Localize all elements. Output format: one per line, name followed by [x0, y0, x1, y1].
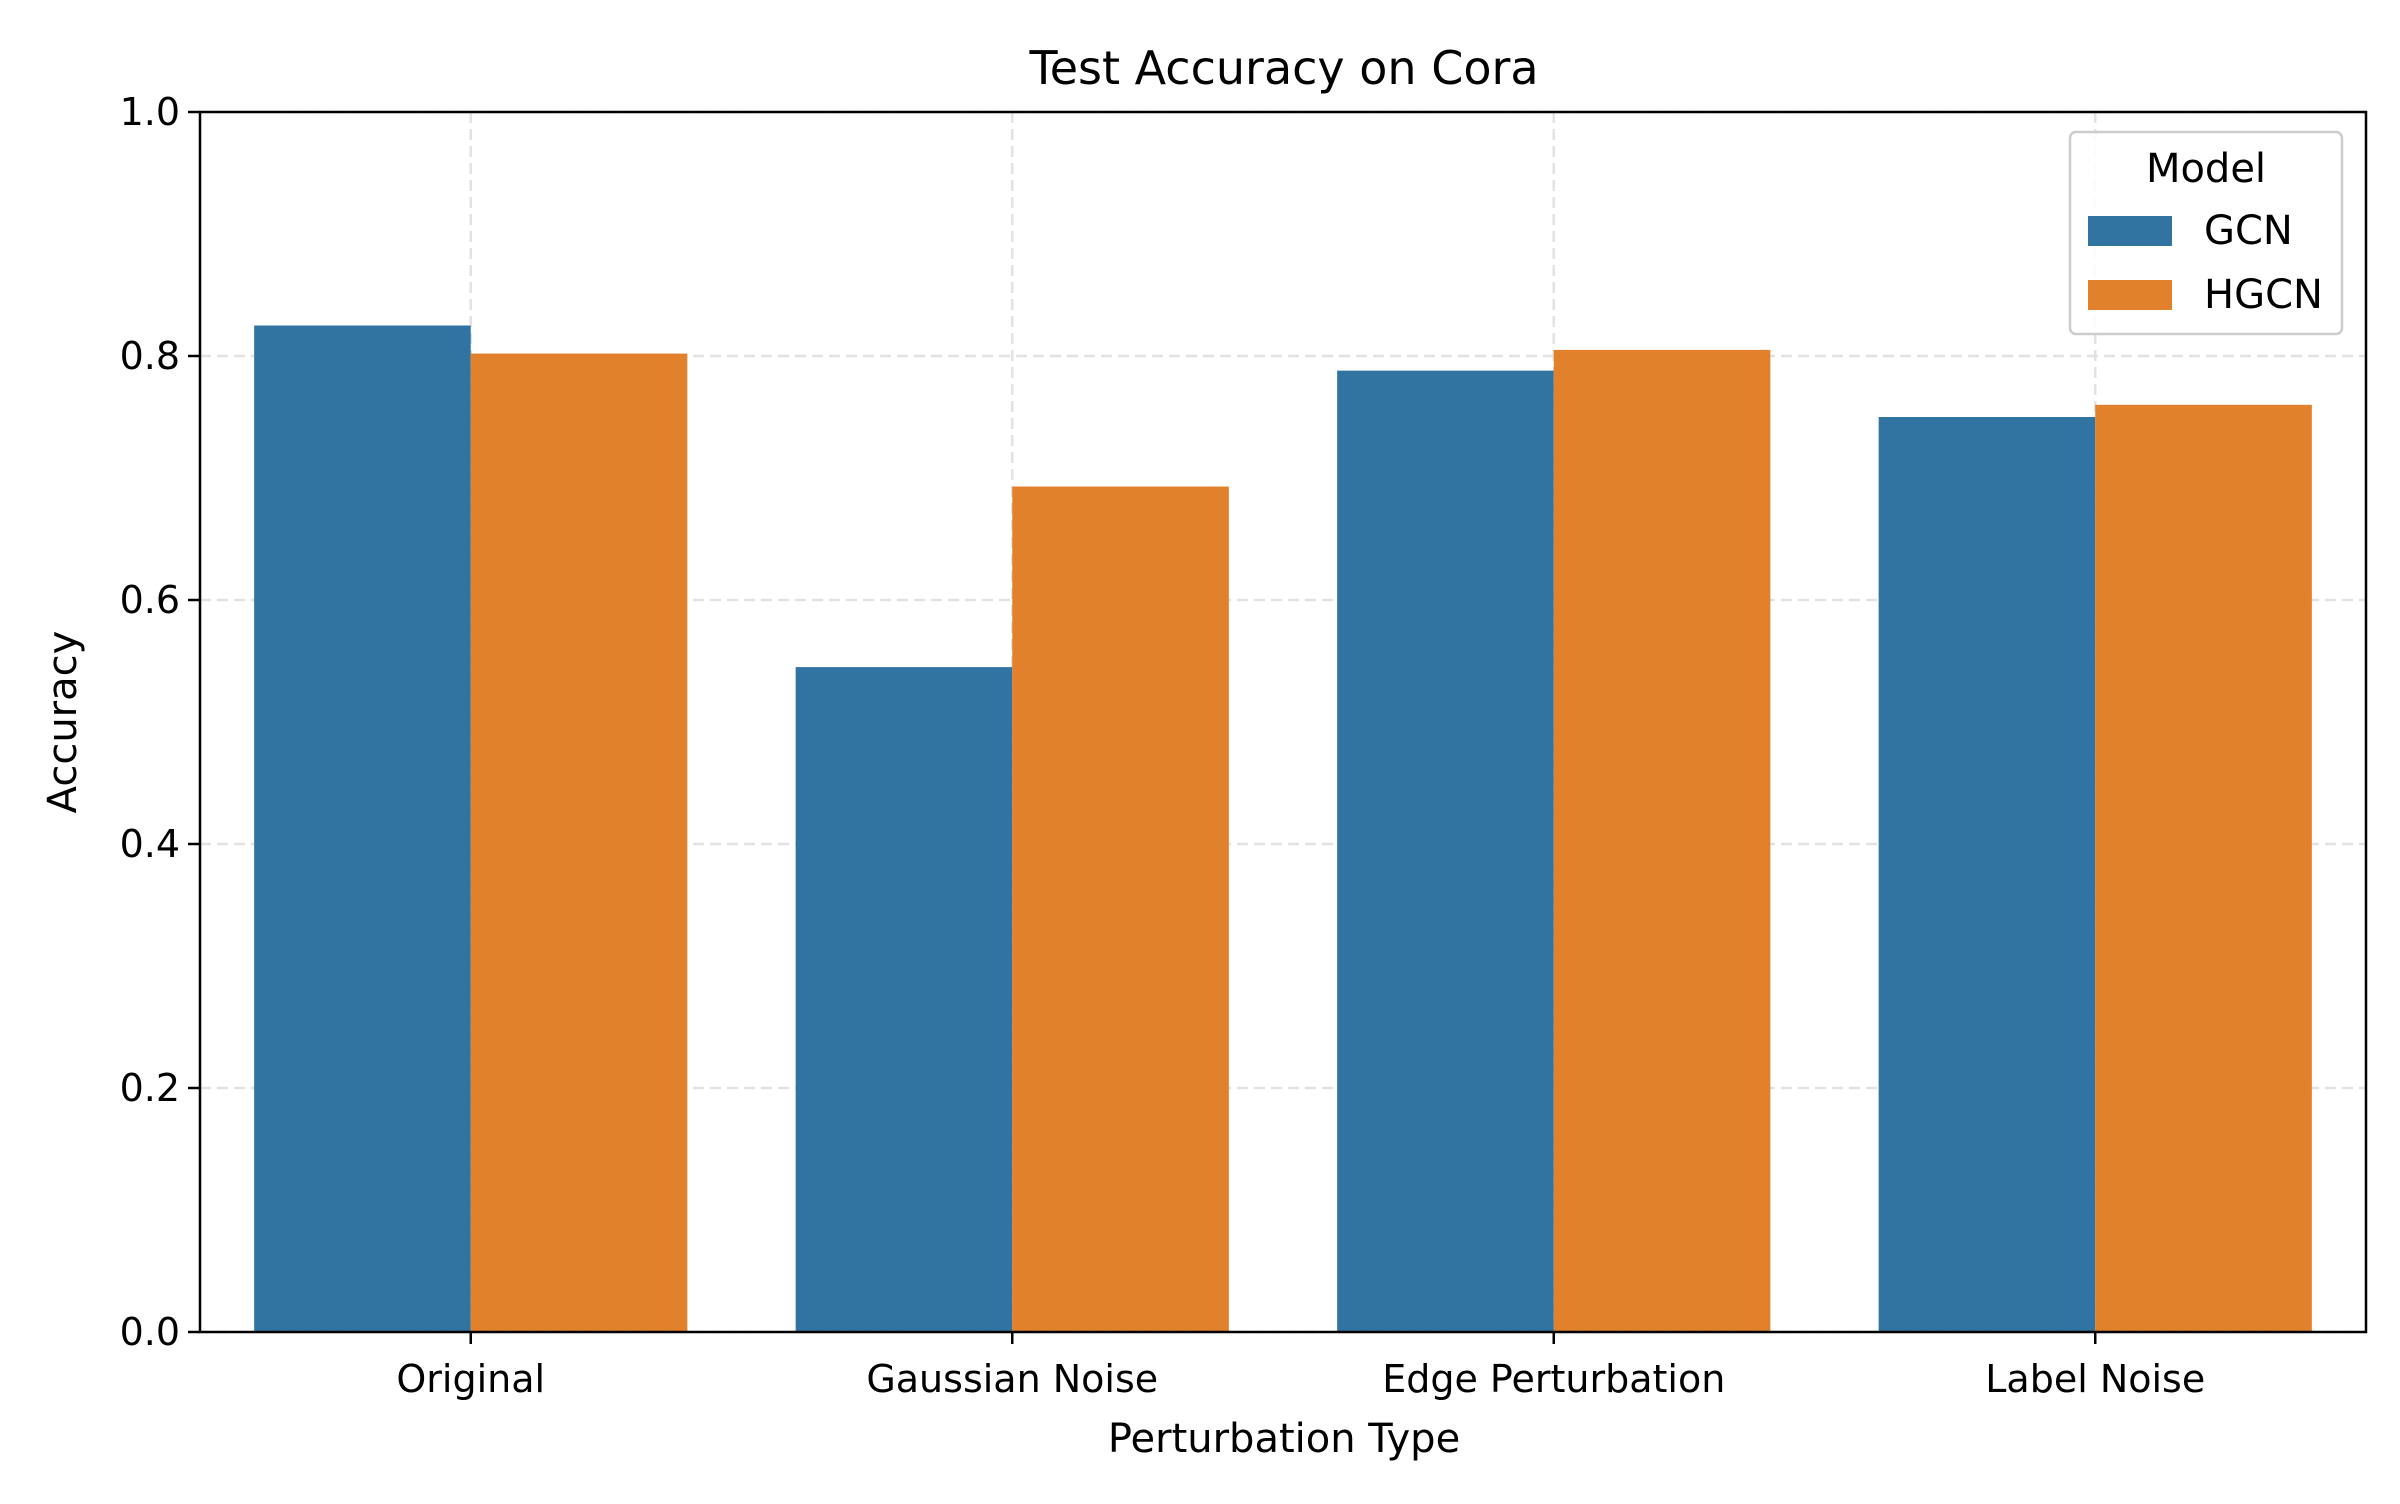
- x-tick-label: Label Noise: [1985, 1357, 2205, 1401]
- bar-gcn-0: [254, 325, 471, 1332]
- y-axis-label: Accuracy: [40, 631, 86, 814]
- axes: 0.0 0.2 0.4 0.6 0.8 1.0 Original Gaussian Noise…: [120, 90, 2368, 1401]
- bar-hgcn-2: [1553, 349, 1771, 1332]
- x-tick-label: Edge Perturbation: [1382, 1357, 1725, 1401]
- bar-gcn-1: [795, 667, 1013, 1332]
- legend-swatch-hgcn: [2088, 280, 2172, 310]
- x-tick-label: Gaussian Noise: [866, 1357, 1158, 1401]
- legend: Model GCN HGCN: [2068, 130, 2344, 336]
- bars: [254, 325, 2312, 1332]
- bar-hgcn-0: [470, 353, 688, 1332]
- y-tick-label: 0.0: [120, 1310, 180, 1354]
- x-tick-label: Original: [396, 1357, 545, 1401]
- bar-gcn-3: [1878, 417, 2096, 1332]
- y-tick-label: 0.8: [120, 334, 180, 378]
- bar-hgcn-1: [1012, 486, 1229, 1332]
- y-tick-label: 0.4: [120, 822, 180, 866]
- x-axis-label: Perturbation Type: [1108, 1416, 1460, 1462]
- plot-frame: [198, 110, 2368, 1334]
- bar-hgcn-3: [2095, 404, 2312, 1332]
- legend-label-hgcn: HGCN: [2204, 272, 2323, 318]
- bar-gcn-2: [1337, 370, 1554, 1332]
- y-tick-label: 1.0: [120, 90, 180, 134]
- legend-title: Model: [2146, 146, 2266, 192]
- legend-label-gcn: GCN: [2204, 208, 2293, 254]
- chart-title: Test Accuracy on Cora: [1028, 41, 1538, 95]
- y-tick-label: 0.2: [120, 1066, 180, 1110]
- legend-swatch-gcn: [2088, 216, 2172, 246]
- y-tick-label: 0.6: [120, 578, 180, 622]
